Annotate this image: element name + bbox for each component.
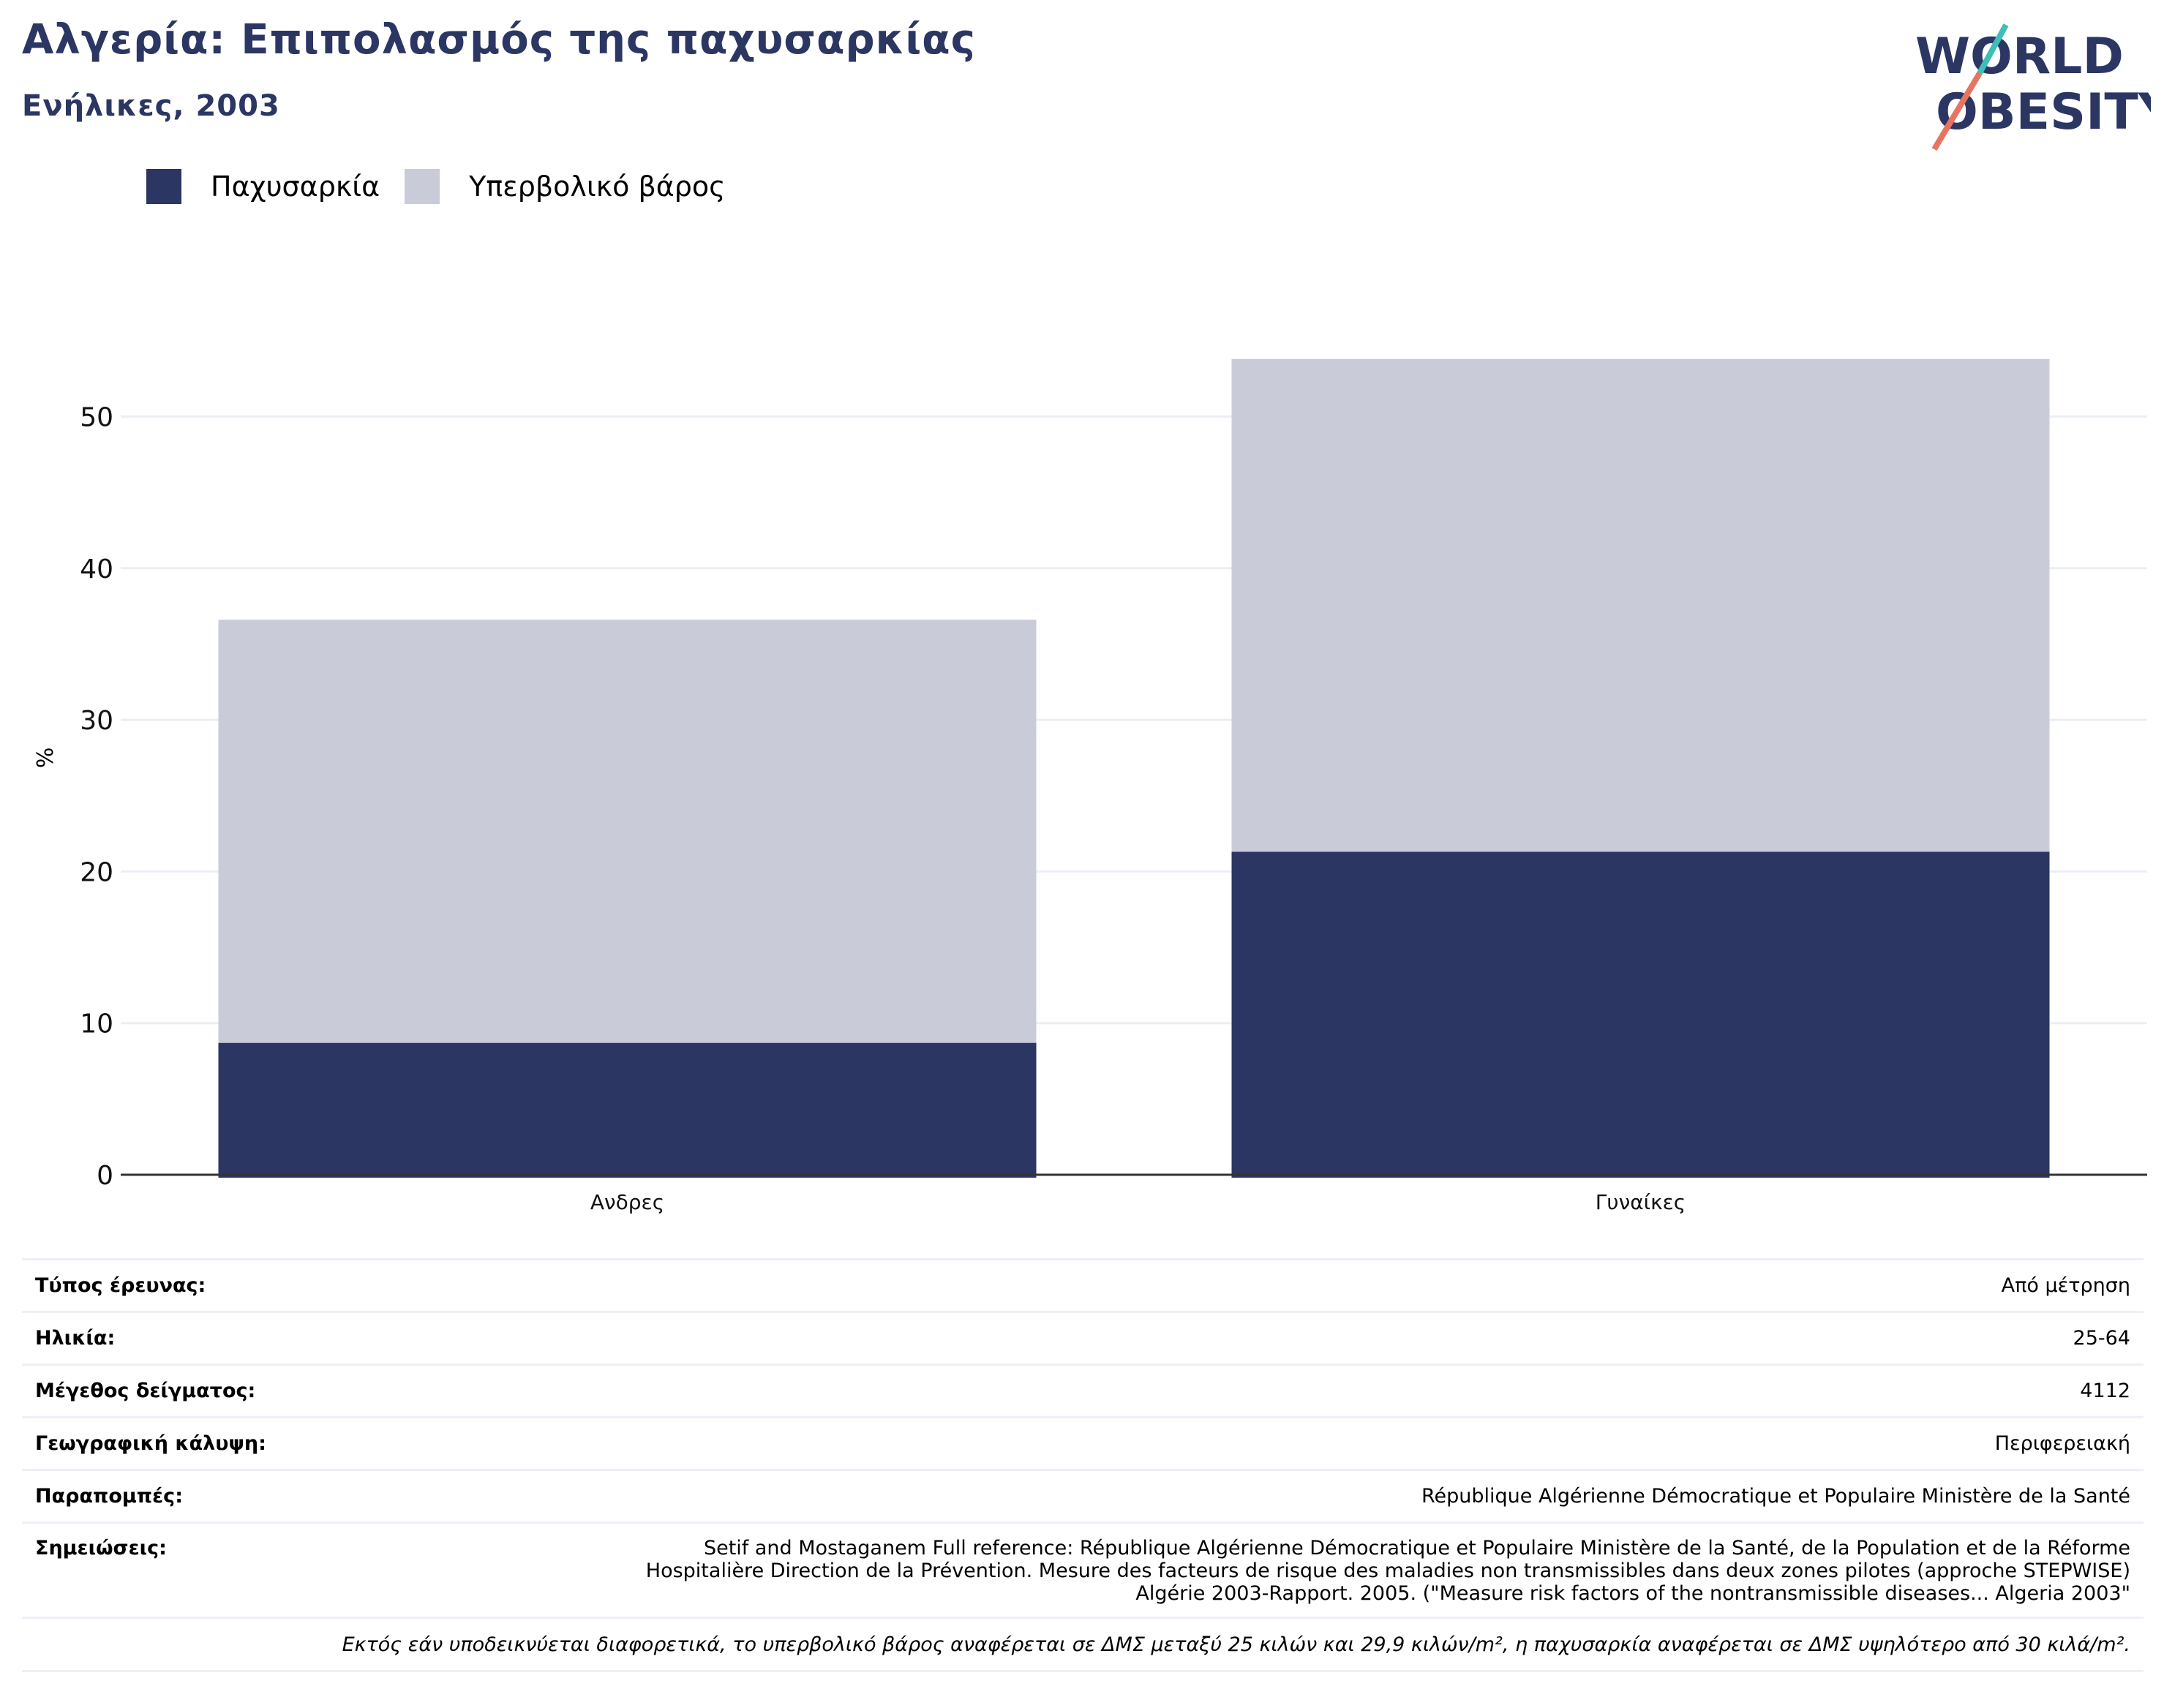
info-key: Παραπομπές: <box>35 1485 183 1508</box>
page-subtitle: Ενήλικες, 2003 <box>22 89 280 123</box>
info-row-sample-size: Μέγεθος δείγματος: 4112 <box>22 1363 2144 1416</box>
y-axis-label: % <box>33 748 59 769</box>
logo-word-obesity: OBESITY <box>1936 83 2151 141</box>
info-row-coverage: Γεωγραφική κάλυψη: Περιφερειακή <box>22 1416 2144 1469</box>
info-value: République Algérienne Démocratique et Po… <box>1421 1485 2130 1508</box>
legend-item-overweight: Υπερβολικό βάρος <box>405 169 725 204</box>
legend-label-obesity: Παχυσαρκία <box>211 170 380 203</box>
bar-obesity <box>218 1042 1037 1178</box>
info-row-survey-type: Τύπος έρευνας: Από μέτρηση <box>22 1258 2144 1311</box>
legend-swatch-obesity <box>146 169 181 204</box>
info-key: Ηλικία: <box>35 1327 116 1350</box>
info-key: Τύπος έρευνας: <box>35 1274 206 1297</box>
bar-obesity <box>1231 851 2050 1178</box>
info-value: Από μέτρηση <box>2001 1274 2130 1297</box>
y-tick-label: 0 <box>97 1161 113 1191</box>
y-tick-label: 20 <box>80 857 113 887</box>
info-value: 4112 <box>2080 1380 2130 1402</box>
bar-overweight <box>1231 358 2050 852</box>
legend-label-overweight: Υπερβολικό βάρος <box>469 170 726 203</box>
legend-item-obesity: Παχυσαρκία <box>146 169 380 204</box>
world-obesity-logo: WORLD OBESITY <box>1915 23 2151 151</box>
chart-legend: Παχυσαρκία Υπερβολικό βάρος <box>146 168 750 205</box>
x-tick-label: Γυναίκες <box>1596 1190 1686 1214</box>
logo-slash-teal <box>1977 23 2009 75</box>
info-row-age: Ηλικία: 25-64 <box>22 1311 2144 1363</box>
info-key: Γεωγραφική κάλυψη: <box>35 1432 266 1455</box>
info-key: Σημειώσεις: <box>35 1537 167 1560</box>
bar-overweight <box>218 620 1037 1043</box>
info-value: 25-64 <box>2073 1327 2130 1350</box>
legend-swatch-overweight <box>405 169 440 204</box>
logo-word-world: WORLD <box>1915 28 2124 86</box>
footnote: Εκτός εάν υποδεικνύεται διαφορετικά, το … <box>22 1617 2144 1672</box>
y-tick-label: 40 <box>80 554 113 584</box>
x-tick-label: Ανδρες <box>590 1190 664 1214</box>
info-value: Setif and Mostaganem Full reference: Rép… <box>645 1537 2130 1605</box>
y-tick-label: 50 <box>80 403 113 433</box>
stacked-bar-chart: 0 10 20 30 40 50% Ανδρες Γυναίκες <box>33 358 2147 1214</box>
logo-slash-coral <box>1931 71 1983 151</box>
info-row-references: Παραπομπές: République Algérienne Démocr… <box>22 1469 2144 1521</box>
survey-info-table: Τύπος έρευνας: Από μέτρηση Ηλικία: 25-64… <box>22 1258 2144 1672</box>
info-key: Μέγεθος δείγματος: <box>35 1380 256 1402</box>
y-tick-label: 10 <box>80 1009 113 1039</box>
info-value: Περιφερειακή <box>1994 1432 2130 1455</box>
y-tick-label: 30 <box>80 706 113 736</box>
page-title: Αλγερία: Επιπολασμός της παχυσαρκίας <box>22 16 976 64</box>
info-row-notes: Σημειώσεις: Setif and Mostaganem Full re… <box>22 1521 2144 1617</box>
